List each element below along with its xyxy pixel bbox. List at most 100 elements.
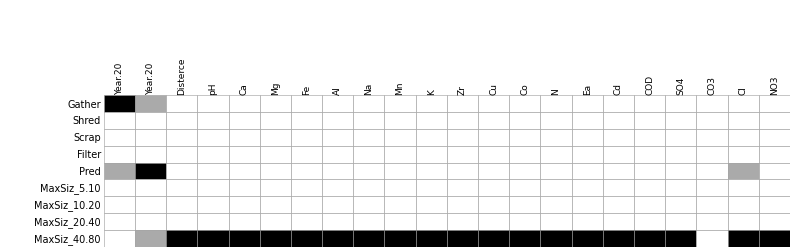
Bar	[571, 213, 602, 230]
Bar	[354, 180, 385, 197]
Bar	[759, 113, 790, 129]
Bar	[291, 113, 322, 129]
Bar	[509, 129, 540, 146]
Bar	[135, 197, 166, 213]
Bar	[259, 129, 291, 146]
Bar	[571, 163, 602, 180]
Bar	[728, 197, 759, 213]
Bar	[634, 163, 666, 180]
Bar	[197, 197, 228, 213]
Bar	[385, 96, 416, 113]
Bar	[166, 230, 197, 247]
Bar	[135, 96, 166, 113]
Bar	[540, 197, 571, 213]
Bar	[634, 146, 666, 163]
Bar	[509, 197, 540, 213]
Bar	[447, 197, 478, 213]
Bar	[509, 113, 540, 129]
Bar	[197, 163, 228, 180]
Bar	[728, 146, 759, 163]
Bar	[322, 213, 354, 230]
Bar	[509, 213, 540, 230]
Bar	[728, 180, 759, 197]
Bar	[666, 146, 697, 163]
Bar	[291, 180, 322, 197]
Bar	[385, 197, 416, 213]
Bar	[259, 197, 291, 213]
Bar	[634, 197, 666, 213]
Bar	[728, 213, 759, 230]
Bar	[104, 96, 135, 113]
Bar	[322, 146, 354, 163]
Bar	[666, 213, 697, 230]
Bar	[291, 230, 322, 247]
Bar	[697, 230, 728, 247]
Bar	[259, 230, 291, 247]
Bar	[666, 163, 697, 180]
Bar	[197, 180, 228, 197]
Bar	[322, 96, 354, 113]
Bar	[291, 163, 322, 180]
Bar	[447, 213, 478, 230]
Bar	[728, 129, 759, 146]
Bar	[478, 230, 509, 247]
Bar	[416, 230, 447, 247]
Bar	[540, 180, 571, 197]
Bar	[447, 129, 478, 146]
Bar	[509, 163, 540, 180]
Bar	[540, 213, 571, 230]
Bar	[259, 96, 291, 113]
Bar	[697, 146, 728, 163]
Bar	[135, 113, 166, 129]
Bar	[634, 230, 666, 247]
Bar	[135, 180, 166, 197]
Bar	[322, 230, 354, 247]
Bar	[228, 213, 259, 230]
Bar	[759, 197, 790, 213]
Bar	[135, 146, 166, 163]
Bar	[385, 113, 416, 129]
Bar	[228, 197, 259, 213]
Bar	[354, 230, 385, 247]
Bar	[509, 230, 540, 247]
Bar	[571, 180, 602, 197]
Bar	[104, 180, 135, 197]
Bar	[602, 96, 634, 113]
Bar	[197, 96, 228, 113]
Bar	[697, 213, 728, 230]
Bar	[197, 146, 228, 163]
Bar	[634, 213, 666, 230]
Bar	[447, 96, 478, 113]
Bar	[385, 213, 416, 230]
Bar	[478, 146, 509, 163]
Bar	[354, 96, 385, 113]
Bar	[322, 180, 354, 197]
Bar	[416, 146, 447, 163]
Bar	[166, 129, 197, 146]
Bar	[697, 197, 728, 213]
Bar	[759, 163, 790, 180]
Bar	[478, 213, 509, 230]
Bar	[602, 213, 634, 230]
Bar	[602, 129, 634, 146]
Bar	[197, 129, 228, 146]
Bar	[759, 230, 790, 247]
Bar	[602, 180, 634, 197]
Bar	[416, 197, 447, 213]
Bar	[322, 197, 354, 213]
Bar	[540, 113, 571, 129]
Bar	[228, 129, 259, 146]
Bar	[447, 146, 478, 163]
Bar	[571, 197, 602, 213]
Bar	[228, 113, 259, 129]
Bar	[447, 163, 478, 180]
Bar	[104, 213, 135, 230]
Bar	[540, 230, 571, 247]
Bar	[416, 129, 447, 146]
Bar	[602, 163, 634, 180]
Bar	[447, 180, 478, 197]
Bar	[666, 96, 697, 113]
Bar	[228, 180, 259, 197]
Bar	[478, 96, 509, 113]
Bar	[540, 96, 571, 113]
